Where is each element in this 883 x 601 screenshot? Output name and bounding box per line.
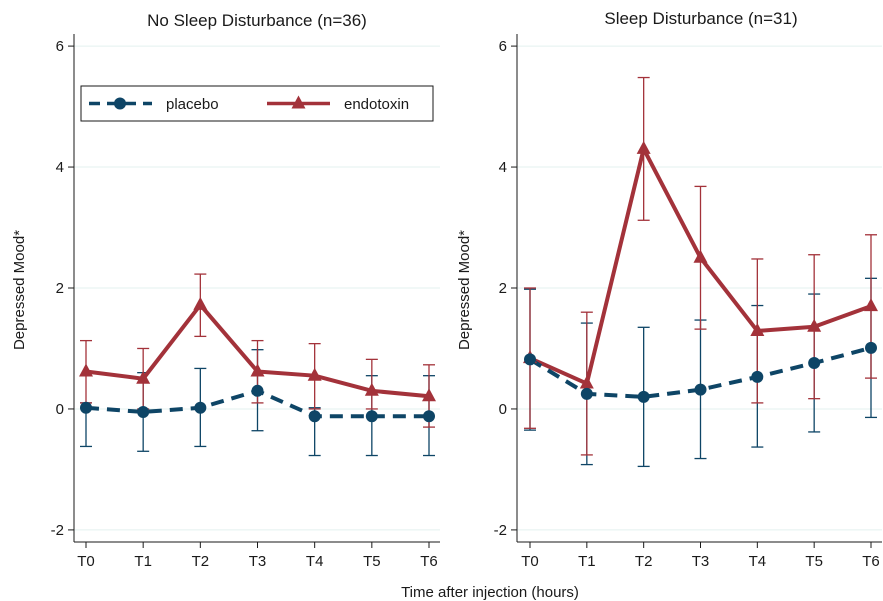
x-tick-label: T5 <box>805 553 823 570</box>
data-point-placebo <box>865 341 877 354</box>
legend: placebo endotoxin <box>80 85 434 122</box>
axes: -2 0 2 4 6 T0 T1 T2 T3 T4 T5 T6 <box>494 34 882 570</box>
data-point-placebo <box>637 390 650 403</box>
data-point-placebo <box>308 410 321 423</box>
legend-placebo-marker <box>114 97 126 110</box>
x-tick-label: T4 <box>749 553 767 570</box>
data-point-placebo <box>137 405 150 418</box>
y-tick-label: 6 <box>499 38 507 55</box>
y-tick-label: 4 <box>56 159 64 176</box>
x-tick-label: T2 <box>192 553 210 570</box>
data-point-placebo <box>694 383 707 396</box>
data-point-endotoxin <box>422 388 436 402</box>
data-point-endotoxin <box>636 140 651 154</box>
x-tick-label: T0 <box>77 553 95 570</box>
data-point-endotoxin <box>250 363 265 377</box>
error-bars-endotoxin <box>80 273 435 428</box>
data-point-placebo <box>251 384 264 397</box>
data-point-placebo <box>580 387 593 400</box>
panel-no-sleep-disturbance: No Sleep Disturbance (n=36) Depressed Mo… <box>11 11 440 570</box>
series-layer <box>79 273 436 457</box>
data-point-endotoxin <box>693 249 708 263</box>
data-point-placebo <box>808 356 821 369</box>
data-point-endotoxin <box>136 370 151 384</box>
x-tick-label: T6 <box>420 553 438 570</box>
data-point-endotoxin <box>807 318 822 332</box>
data-point-endotoxin <box>364 382 379 396</box>
data-point-endotoxin <box>79 363 93 377</box>
y-axis-label: Depressed Mood* <box>11 230 28 350</box>
legend-endotoxin-label: endotoxin <box>344 96 409 113</box>
y-tick-label: -2 <box>51 522 64 539</box>
y-tick-label: 2 <box>499 280 507 297</box>
data-point-placebo <box>423 410 435 423</box>
data-point-placebo <box>751 370 764 383</box>
legend-endotoxin-marker <box>291 95 306 109</box>
data-point-endotoxin <box>579 375 594 389</box>
panel-title: Sleep Disturbance (n=31) <box>604 9 797 28</box>
y-axis-label: Depressed Mood* <box>456 230 473 350</box>
x-tick-label: T3 <box>249 553 267 570</box>
y-tick-label: 0 <box>499 401 507 418</box>
axes: -2 0 2 4 6 T0 T1 T2 T3 T4 T5 T6 <box>51 34 440 570</box>
data-point-endotoxin <box>307 367 322 381</box>
x-tick-label: T0 <box>521 553 539 570</box>
x-tick-label: T4 <box>306 553 324 570</box>
panel-title: No Sleep Disturbance (n=36) <box>147 11 367 30</box>
x-tick-label: T6 <box>862 553 880 570</box>
series-layer <box>523 76 878 468</box>
data-point-endotoxin <box>750 322 765 336</box>
x-tick-label: T1 <box>134 553 152 570</box>
data-point-placebo <box>365 410 378 423</box>
panel-sleep-disturbance: Sleep Disturbance (n=31) Depressed Mood*… <box>456 9 882 570</box>
data-point-placebo <box>194 401 207 414</box>
x-tick-label: T2 <box>635 553 653 570</box>
x-tick-label: T1 <box>578 553 596 570</box>
x-axis-label: Time after injection (hours) <box>401 584 579 601</box>
data-point-placebo <box>80 401 92 414</box>
gridlines <box>517 45 882 531</box>
gridlines <box>74 45 440 531</box>
legend-box <box>80 85 434 122</box>
y-tick-label: 4 <box>499 159 507 176</box>
y-tick-label: -2 <box>494 522 507 539</box>
y-tick-label: 6 <box>56 38 64 55</box>
data-point-endotoxin <box>864 298 878 312</box>
data-point-endotoxin <box>193 296 208 310</box>
y-tick-label: 0 <box>56 401 64 418</box>
legend-placebo-label: placebo <box>166 96 219 113</box>
x-tick-label: T3 <box>692 553 710 570</box>
y-tick-label: 2 <box>56 280 64 297</box>
x-tick-label: T5 <box>363 553 381 570</box>
data-point-placebo <box>524 353 536 366</box>
